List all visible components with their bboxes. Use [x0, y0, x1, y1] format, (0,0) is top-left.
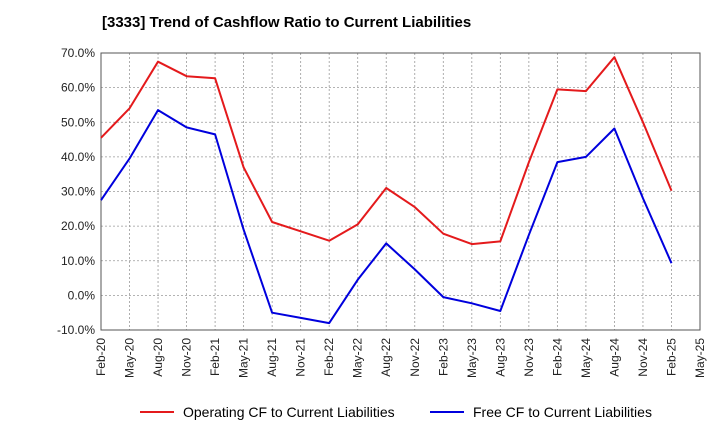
x-axis-ticks: Feb-20 May-20 Aug-20 Nov-20 Feb-21 May-21 Aug-…	[94, 338, 707, 378]
legend-swatch-blue	[430, 411, 464, 413]
chart-title: [3333] Trend of Cashflow Ratio to Curren…	[102, 14, 472, 31]
y-tick-label: 20.0%	[61, 219, 95, 233]
x-tick-label: Nov-20	[180, 338, 194, 377]
x-tick-label: Nov-22	[408, 338, 422, 377]
plot-frame	[100, 52, 701, 331]
x-tick-label: Nov-24	[636, 338, 650, 377]
x-tick-label: May-23	[465, 338, 479, 378]
x-tick-label: Aug-20	[151, 338, 165, 377]
y-tick-label: 70.0%	[61, 46, 95, 60]
y-tick-label: 60.0%	[61, 81, 95, 95]
legend-label-free-cf: Free CF to Current Liabilities	[473, 404, 652, 420]
legend-item-operating-cf: Operating CF to Current Liabilities	[140, 404, 395, 420]
x-tick-label: Feb-21	[208, 338, 222, 376]
x-tick-label: May-24	[579, 338, 593, 378]
x-tick-label: Feb-25	[664, 338, 678, 376]
x-tick-label: Aug-21	[265, 338, 279, 377]
y-tick-label: 50.0%	[61, 115, 95, 129]
series-line-operating-cf	[100, 56, 673, 246]
x-tick-label: May-22	[351, 338, 365, 378]
y-tick-label: 10.0%	[61, 254, 95, 268]
x-tick-label: Feb-23	[436, 338, 450, 376]
legend-label-operating-cf: Operating CF to Current Liabilities	[183, 404, 395, 420]
x-tick-label: Feb-20	[94, 338, 108, 376]
x-tick-label: Nov-23	[522, 338, 536, 377]
y-tick-label: 30.0%	[61, 185, 95, 199]
y-tick-label: 40.0%	[61, 150, 95, 164]
legend-swatch-red	[140, 411, 174, 413]
x-tick-label: Nov-21	[294, 338, 308, 377]
x-tick-label: May-25	[693, 338, 707, 378]
y-tick-label: 0.0%	[68, 288, 96, 302]
x-tick-label: May-20	[123, 338, 137, 378]
x-tick-label: Aug-23	[493, 338, 507, 377]
x-tick-label: Feb-22	[322, 338, 336, 376]
series-layer	[100, 56, 673, 325]
plot-border	[100, 52, 701, 331]
grid-lines	[100, 52, 701, 331]
x-tick-label: Feb-24	[550, 338, 564, 376]
legend-item-free-cf: Free CF to Current Liabilities	[430, 404, 652, 420]
series-line-free-cf	[100, 109, 673, 325]
x-tick-label: May-21	[237, 338, 251, 378]
y-axis-ticks: 70.0% 60.0% 50.0% 40.0% 30.0% 20.0% 10.0% 0.0% -…	[57, 46, 95, 337]
x-tick-label: Aug-24	[607, 338, 621, 377]
x-tick-label: Aug-22	[379, 338, 393, 377]
y-tick-label: -10.0%	[57, 323, 95, 337]
